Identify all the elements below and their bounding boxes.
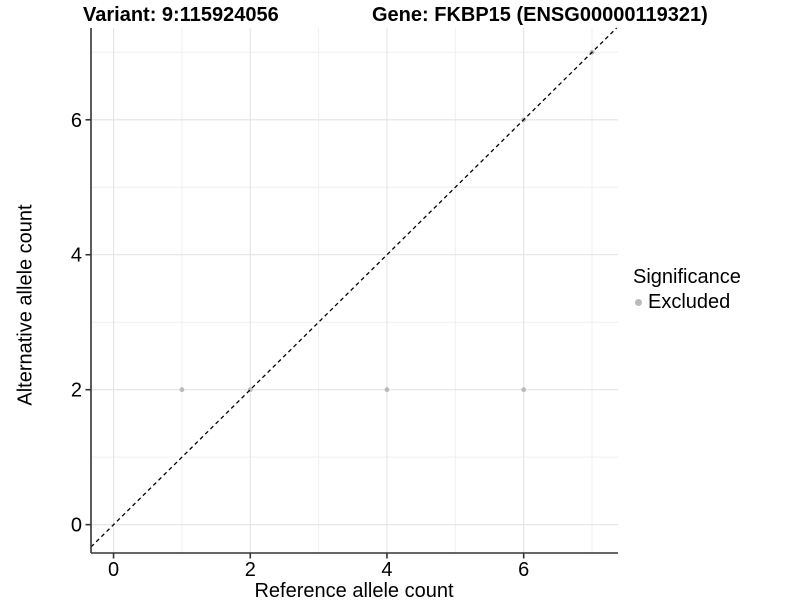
x-tick-label: 4 (381, 559, 392, 581)
y-axis-title: Alternative allele count (14, 204, 37, 406)
x-axis-title: Reference allele count (254, 580, 454, 600)
identity-line (90, 27, 618, 548)
y-tick-label: 4 (71, 245, 82, 267)
plot-title-gene: Gene: FKBP15 (ENSG00000119321) (372, 4, 708, 26)
y-tick-label: 2 (71, 380, 82, 402)
y-tick-label: 0 (71, 515, 82, 537)
data-point (384, 387, 390, 393)
x-tick-label: 2 (245, 559, 256, 581)
x-tick-label: 0 (108, 559, 119, 581)
excluded-point-icon (635, 298, 642, 306)
y-tick-label: 6 (71, 110, 82, 132)
legend-item-label: Excluded (648, 290, 731, 313)
data-point (521, 387, 527, 393)
legend-title: Significance (633, 266, 741, 288)
legend-item-excluded: Excluded (633, 290, 741, 314)
data-point (179, 387, 185, 393)
legend: Significance Excluded (633, 266, 741, 314)
plot-title-variant: Variant: 9:115924056 (83, 4, 279, 26)
x-tick-label: 6 (518, 559, 529, 581)
